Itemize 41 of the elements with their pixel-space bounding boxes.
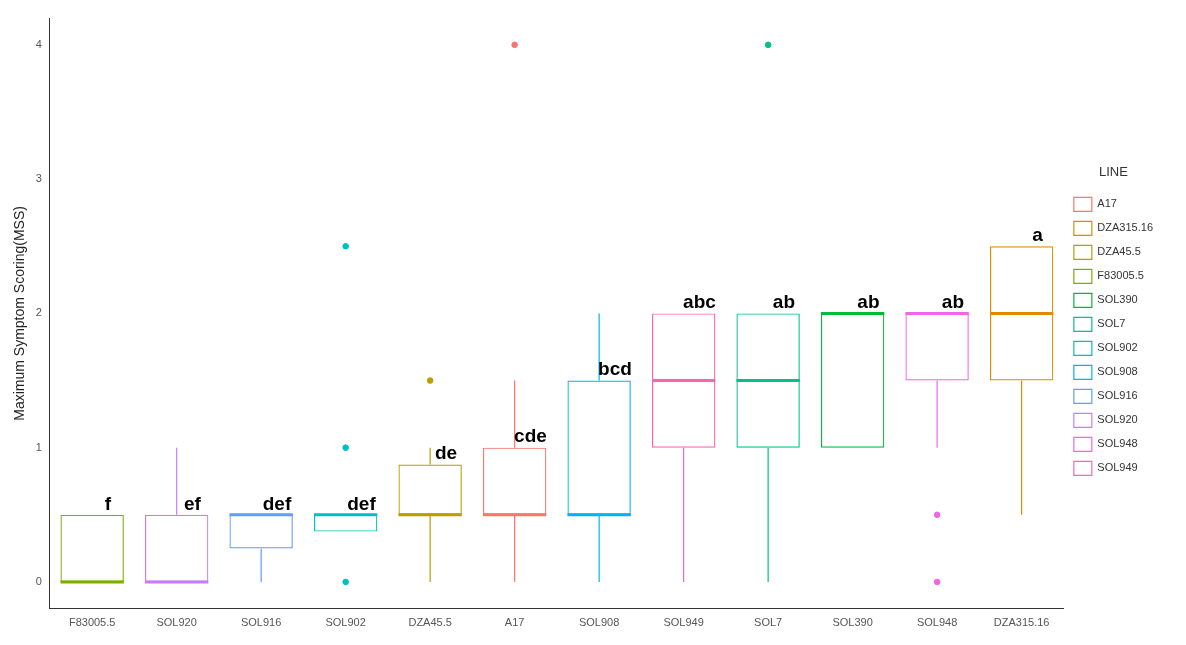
x-tick-label: SOL390 <box>832 616 873 629</box>
legend-label: F83005.5 <box>1097 269 1144 282</box>
legend-label: SOL902 <box>1097 341 1138 354</box>
legend-title: LINE <box>1098 163 1129 179</box>
annotation: a <box>1032 224 1044 245</box>
y-tick-label: 3 <box>35 172 42 185</box>
y-tick-label: 1 <box>35 440 42 453</box>
legend-label: SOL949 <box>1097 461 1138 474</box>
annotation: ab <box>857 291 880 313</box>
legend-label: DZA45.5 <box>1097 245 1141 258</box>
x-tick-label: F83005.5 <box>68 616 116 629</box>
y-tick-label: 2 <box>35 306 42 319</box>
legend-label: SOL7 <box>1097 317 1126 330</box>
x-tick-label: SOL949 <box>663 616 704 629</box>
x-tick-label: SOL908 <box>578 616 620 629</box>
annotation: de <box>434 442 458 464</box>
legend-label: SOL920 <box>1097 413 1138 426</box>
y-tick-label: 4 <box>35 37 42 50</box>
x-tick-label: SOL902 <box>325 616 366 629</box>
x-tick-label: SOL916 <box>240 616 282 629</box>
annotation: f <box>104 492 112 514</box>
x-tick-label: SOL948 <box>916 616 958 629</box>
annotation: ab <box>772 291 796 313</box>
legend-label: SOL916 <box>1097 389 1138 402</box>
x-tick-label: SOL920 <box>156 616 197 629</box>
y-tick-label: 0 <box>35 574 42 587</box>
x-tick-label: DZA315.16 <box>993 616 1050 629</box>
legend-label: SOL908 <box>1097 365 1138 378</box>
annotation: def <box>347 492 377 514</box>
legend-label: SOL948 <box>1097 437 1138 450</box>
legend-label: SOL390 <box>1097 293 1138 306</box>
annotation: abc <box>683 291 717 313</box>
legend-label: DZA315.16 <box>1097 221 1154 234</box>
x-tick-label: SOL7 <box>754 616 783 629</box>
x-tick-label: A17 <box>504 616 525 629</box>
x-tick-label: DZA45.5 <box>408 616 452 629</box>
annotation: ef <box>184 492 202 514</box>
y-axis-title: Maximum Symptom Scoring(MSS) <box>11 206 28 421</box>
annotation: ab <box>941 291 965 313</box>
legend-label: A17 <box>1097 197 1117 210</box>
annotation: def <box>262 492 292 514</box>
